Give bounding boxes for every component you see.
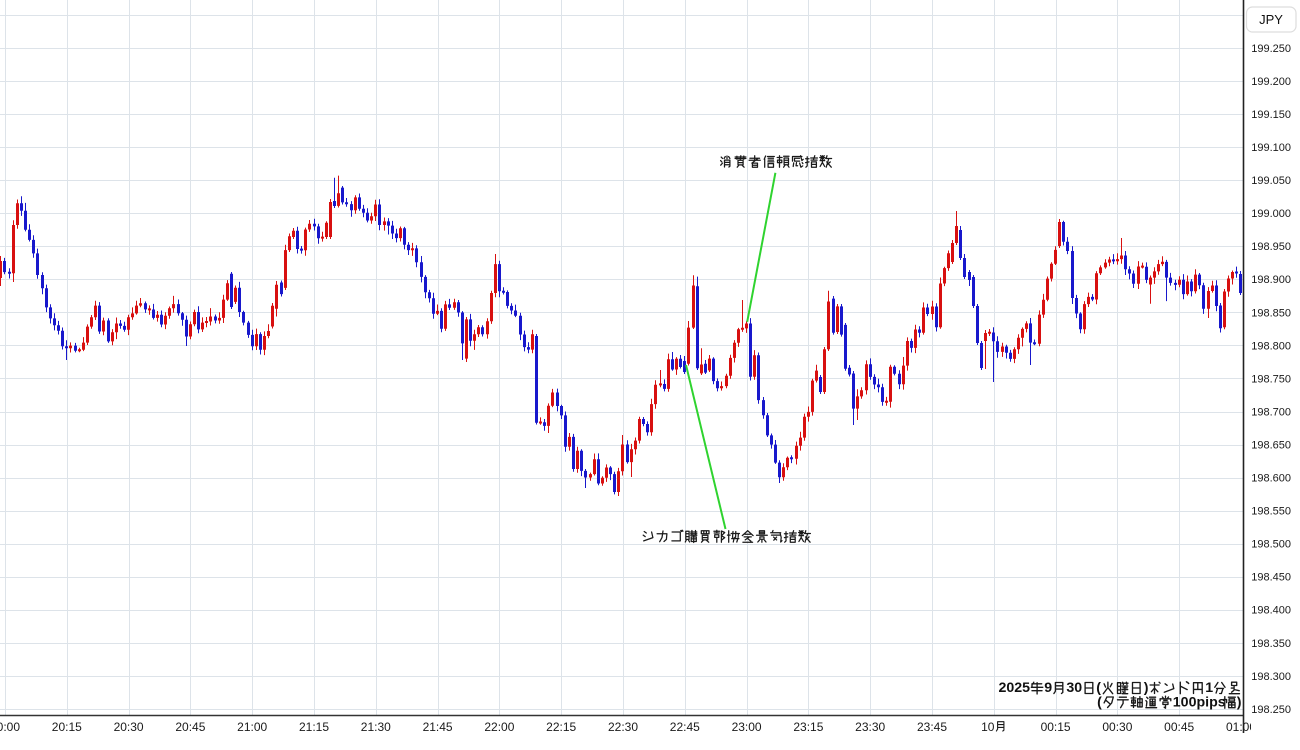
svg-text:1: 1 [1205,680,1213,696]
svg-text:10: 10 [981,720,995,734]
svg-text:23:15: 23:15 [793,720,823,734]
svg-text:198.750: 198.750 [1251,373,1291,385]
svg-text:30: 30 [1066,680,1082,696]
svg-text:198.850: 198.850 [1251,307,1291,319]
svg-text:00:30: 00:30 [1102,720,1132,734]
svg-text:9: 9 [1044,680,1052,696]
svg-text:20:45: 20:45 [175,720,205,734]
svg-text:20:30: 20:30 [114,720,144,734]
svg-text:(: ( [1096,680,1101,696]
svg-text:100pips: 100pips [1173,695,1226,711]
svg-text:198.600: 198.600 [1251,473,1291,485]
svg-text:00:15: 00:15 [1041,720,1071,734]
svg-text:20:15: 20:15 [52,720,82,734]
svg-text:198.900: 198.900 [1251,274,1291,286]
svg-text:21:00: 21:00 [237,720,267,734]
svg-text:22:15: 22:15 [546,720,576,734]
svg-text:198.650: 198.650 [1251,440,1291,452]
svg-text:198.800: 198.800 [1251,340,1291,352]
svg-text:199.250: 199.250 [1251,43,1291,55]
svg-text:199.150: 199.150 [1251,109,1291,121]
svg-text:198.700: 198.700 [1251,406,1291,418]
svg-text:198.350: 198.350 [1251,638,1291,650]
svg-text:23:00: 23:00 [732,720,762,734]
svg-text:23:45: 23:45 [917,720,947,734]
svg-text:199.000: 199.000 [1251,208,1291,220]
svg-text:21:30: 21:30 [361,720,391,734]
svg-text:): ) [1237,695,1242,711]
svg-text:198.400: 198.400 [1251,605,1291,617]
svg-text:198.450: 198.450 [1251,572,1291,584]
svg-text:20:00: 20:00 [0,720,20,734]
svg-text:198.950: 198.950 [1251,241,1291,253]
svg-text:JPY: JPY [1259,12,1283,27]
svg-text:198.500: 198.500 [1251,539,1291,551]
svg-text:199.200: 199.200 [1251,76,1291,88]
svg-text:21:45: 21:45 [423,720,453,734]
svg-text:2025: 2025 [999,680,1031,696]
svg-text:198.550: 198.550 [1251,506,1291,518]
svg-text:199.050: 199.050 [1251,175,1291,187]
svg-text:198.250: 198.250 [1251,704,1291,716]
svg-text:(: ( [1097,695,1102,711]
svg-text:21:15: 21:15 [299,720,329,734]
svg-text:199.100: 199.100 [1251,142,1291,154]
svg-text:22:45: 22:45 [670,720,700,734]
svg-text:): ) [1144,680,1149,696]
svg-text:00:45: 00:45 [1164,720,1194,734]
svg-text:198.300: 198.300 [1251,671,1291,683]
svg-text:22:00: 22:00 [484,720,514,734]
svg-text:23:30: 23:30 [855,720,885,734]
svg-text:22:30: 22:30 [608,720,638,734]
svg-text:01:00: 01:00 [1226,720,1256,734]
